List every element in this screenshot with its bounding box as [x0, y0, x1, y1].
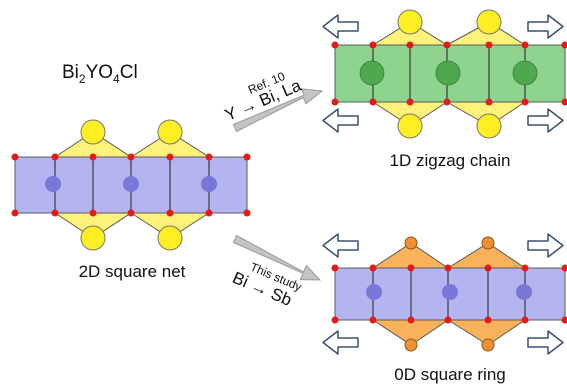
- sb-atom: [405, 339, 417, 351]
- square-net-structure: [12, 120, 251, 250]
- oxygen-atom: [445, 265, 452, 272]
- ring-label: 0D square ring: [394, 365, 506, 384]
- oxygen-atom: [408, 317, 415, 324]
- bi-atom: [477, 10, 501, 34]
- oxygen-atom: [90, 154, 97, 161]
- expansion-arrow-left-icon: [323, 234, 358, 257]
- oxygen-atom: [332, 317, 339, 324]
- expansion-arrow-right-icon: [528, 234, 563, 257]
- oxygen-atom: [206, 210, 213, 217]
- expansion-arrow-right-icon: [528, 331, 563, 354]
- oxygen-atom: [522, 265, 529, 272]
- sb-atom: [482, 339, 494, 351]
- oxygen-atom: [485, 265, 492, 272]
- oxygen-atom: [128, 154, 135, 161]
- oxygen-atom: [370, 42, 377, 49]
- expansion-arrow-left-icon: [323, 15, 358, 38]
- metal-center: [442, 284, 458, 300]
- oxygen-atom: [522, 317, 529, 324]
- zigzag-chain-structure: [323, 10, 567, 138]
- oxygen-atom: [486, 99, 493, 106]
- oxygen-atom: [206, 154, 213, 161]
- bi-atom: [158, 120, 182, 144]
- oxygen-atom: [444, 42, 451, 49]
- oxygen-atom: [370, 265, 377, 272]
- oxygen-atom: [12, 154, 19, 161]
- oxygen-atom: [370, 317, 377, 324]
- oxygen-atom: [128, 210, 135, 217]
- oxygen-atom: [244, 154, 251, 161]
- oxygen-atom: [244, 210, 251, 217]
- oxygen-atom: [12, 210, 19, 217]
- bi-atom: [158, 226, 182, 250]
- metal-center: [516, 284, 532, 300]
- metal-center: [201, 176, 217, 192]
- bi-atom: [81, 120, 105, 144]
- metal-center: [360, 61, 384, 85]
- square-ring-structure: [323, 234, 567, 354]
- oxygen-atom: [167, 210, 174, 217]
- oxygen-atom: [444, 99, 451, 106]
- oxygen-atom: [52, 210, 59, 217]
- bi-atom: [477, 114, 501, 138]
- oxygen-atom: [332, 265, 339, 272]
- metal-center: [123, 176, 139, 192]
- sb-atom: [482, 237, 494, 249]
- oxygen-atom: [370, 99, 377, 106]
- formula-label: Bi2YO4Cl: [62, 62, 138, 86]
- bi-atom: [81, 226, 105, 250]
- oxygen-atom: [407, 42, 414, 49]
- oxygen-atom: [332, 42, 339, 49]
- bi-atom: [398, 10, 422, 34]
- oxygen-atom: [167, 154, 174, 161]
- oxygen-atom: [485, 317, 492, 324]
- expansion-arrow-left-icon: [323, 109, 358, 132]
- oxygen-atom: [486, 42, 493, 49]
- bi-atom: [398, 114, 422, 138]
- oxygen-atom: [90, 210, 97, 217]
- sb-atom: [405, 237, 417, 249]
- expansion-arrow-right-icon: [528, 15, 563, 38]
- oxygen-atom: [522, 99, 529, 106]
- expansion-arrow-right-icon: [528, 109, 563, 132]
- oxygen-atom: [445, 317, 452, 324]
- net-label: 2D square net: [79, 262, 186, 281]
- metal-center: [366, 284, 382, 300]
- metal-center: [45, 176, 61, 192]
- oxygen-atom: [332, 99, 339, 106]
- oxygen-atom: [52, 154, 59, 161]
- chain-label: 1D zigzag chain: [390, 151, 511, 170]
- metal-center: [513, 61, 537, 85]
- oxygen-atom: [522, 42, 529, 49]
- oxygen-atom: [408, 265, 415, 272]
- expansion-arrow-left-icon: [323, 331, 358, 354]
- oxygen-atom: [407, 99, 414, 106]
- metal-center: [436, 61, 460, 85]
